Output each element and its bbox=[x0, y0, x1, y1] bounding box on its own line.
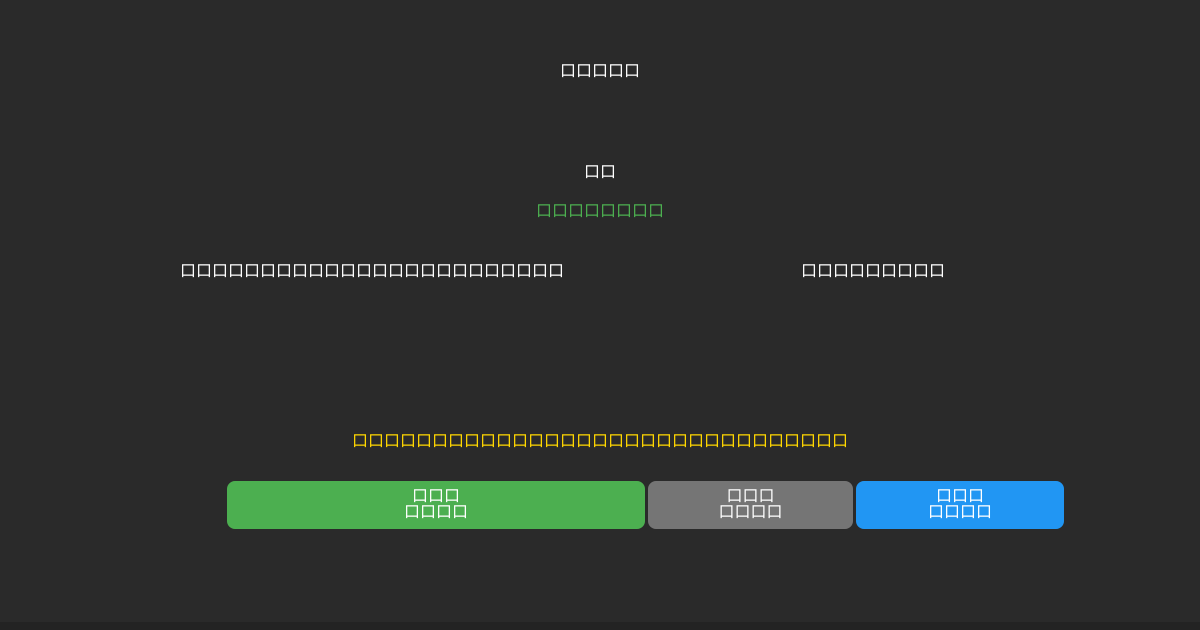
info-row: 口口口口口口口口口口口口口口口口口口口口口口口口 口口口口口口口口口 bbox=[180, 263, 945, 281]
secondary-button-label-line2: 口口口口 bbox=[718, 504, 783, 521]
secondary-button-label-line1: 口口口 bbox=[726, 488, 775, 505]
primary-button-label-line1: 口口口 bbox=[411, 488, 460, 505]
info-right-text: 口口口口口口口口口 bbox=[800, 263, 945, 280]
green-link[interactable]: 口口口口口口口口 bbox=[535, 203, 664, 220]
button-row: 口口口 口口口口 口口口 口口口口 口口口 口口口口 bbox=[227, 481, 1064, 529]
site-title: 口口口口口 bbox=[559, 63, 640, 80]
warning-text: 口口口口口口口口口口口口口口口口口口口口口口口口口口口口口口口 bbox=[351, 433, 848, 450]
secondary-action-button[interactable]: 口口口 口口口口 bbox=[648, 481, 853, 529]
primary-action-button[interactable]: 口口口 口口口口 bbox=[227, 481, 645, 529]
tertiary-button-label-line1: 口口口 bbox=[935, 488, 984, 505]
tertiary-action-button[interactable]: 口口口 口口口口 bbox=[856, 481, 1064, 529]
page-heading: 口口 bbox=[583, 164, 616, 181]
tertiary-button-label-line2: 口口口口 bbox=[927, 504, 992, 521]
footer-strip bbox=[0, 622, 1200, 630]
primary-button-label-line2: 口口口口 bbox=[403, 504, 468, 521]
info-left-text: 口口口口口口口口口口口口口口口口口口口口口口口口 bbox=[180, 263, 565, 280]
